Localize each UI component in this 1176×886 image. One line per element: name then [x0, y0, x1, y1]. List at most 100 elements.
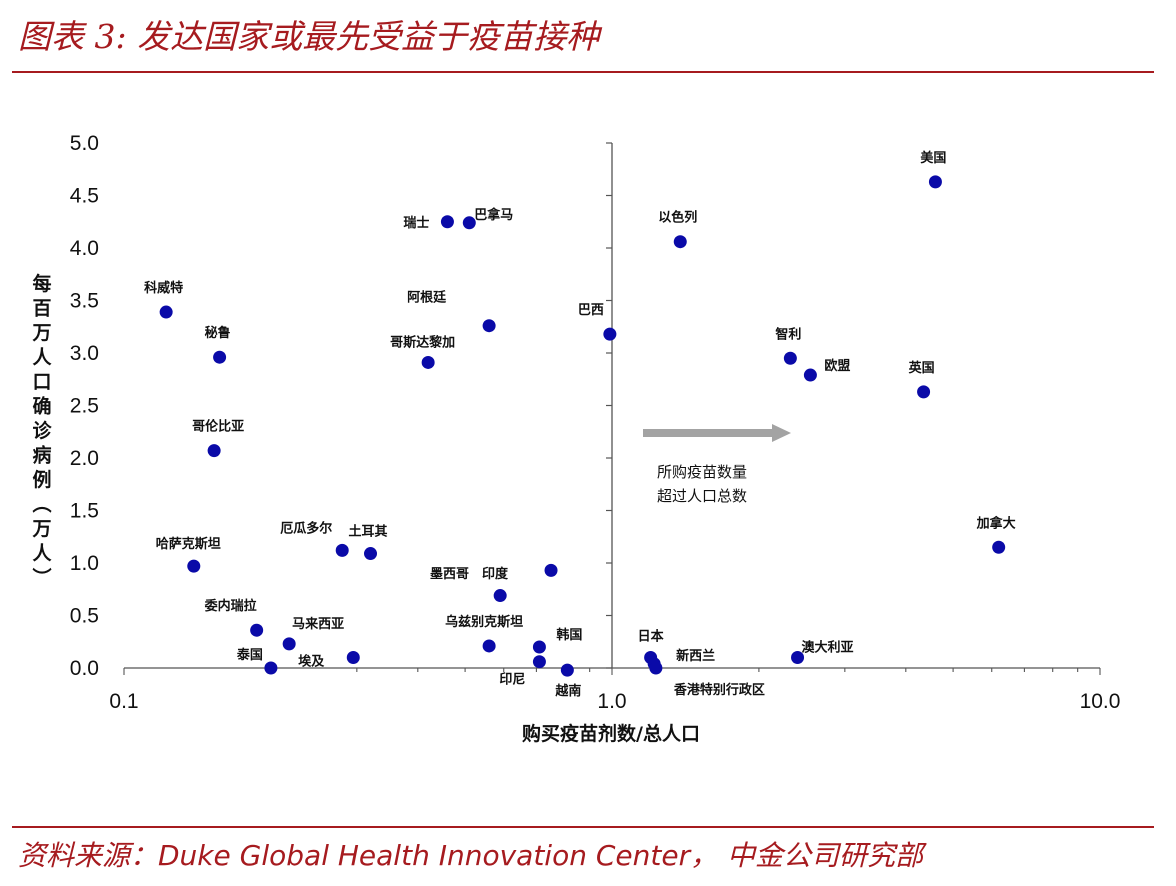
- point-label: 加拿大: [976, 515, 1016, 531]
- scatter-point: [462, 216, 476, 230]
- point-label: 墨西哥: [430, 566, 469, 582]
- point-label: 智利: [775, 326, 801, 342]
- y-axis-label-char: 万: [31, 518, 51, 540]
- scatter-point: [482, 319, 496, 333]
- y-axis-label-char: （: [30, 494, 53, 513]
- scatter-point: [928, 175, 942, 189]
- scatter-point: [346, 651, 360, 664]
- y-tick-label: 2.5: [70, 395, 99, 418]
- scatter-point: [207, 444, 221, 458]
- y-axis-label-char: 口: [32, 371, 51, 393]
- source-note: 资料来源：Duke Global Health Innovation Cente…: [18, 839, 923, 872]
- y-axis-label-char: 诊: [32, 419, 52, 442]
- y-axis-label-char: 人: [32, 543, 52, 565]
- point-label: 委内瑞拉: [204, 598, 257, 614]
- scatter-point: [264, 661, 278, 675]
- y-tick-label: 3.0: [70, 342, 99, 365]
- scatter-point: [335, 543, 349, 557]
- scatter-point: [282, 637, 296, 651]
- point-label: 厄瓜多尔: [280, 520, 332, 536]
- scatter-point: [421, 355, 435, 369]
- point-label: 土耳其: [349, 524, 388, 540]
- annotation-line-1: 所购疫苗数量: [657, 463, 747, 481]
- page-title: 图表 3: 发达国家或最先受益于疫苗接种: [18, 17, 600, 56]
- title-rule: [12, 71, 1154, 73]
- scatter-point: [440, 215, 454, 229]
- scatter-point: [560, 663, 574, 677]
- point-label: 哥伦比亚: [192, 419, 244, 435]
- scatter-point: [791, 651, 805, 664]
- point-label: 印尼: [499, 673, 525, 688]
- y-tick-label: 0.5: [70, 605, 99, 628]
- point-label: 哥斯达黎加: [390, 334, 455, 350]
- point-label: 科威特: [144, 280, 183, 296]
- scatter-point: [649, 661, 663, 675]
- x-axis-label: 购买疫苗剂数/总人口: [522, 722, 700, 745]
- y-tick-label: 0.0: [70, 657, 99, 680]
- y-axis-label-char: ）: [30, 567, 53, 586]
- x-tick-label: 10.0: [1080, 690, 1121, 713]
- y-axis-label-char: 确: [32, 395, 51, 418]
- point-label: 乌兹别克斯坦: [445, 614, 523, 630]
- point-label: 韩国: [556, 627, 582, 643]
- annotation-line-2: 超过人口总数: [657, 487, 747, 505]
- point-label: 欧盟: [824, 358, 850, 374]
- source-rule: [12, 826, 1154, 828]
- point-label: 美国: [920, 150, 946, 166]
- y-tick-label: 1.0: [70, 552, 99, 575]
- data-points: [159, 175, 1006, 677]
- scatter-point: [544, 563, 558, 577]
- point-label: 巴拿马: [474, 207, 513, 223]
- arrow-head: [772, 424, 791, 442]
- point-label: 香港特别行政区: [673, 682, 765, 698]
- point-label: 瑞士: [403, 215, 429, 231]
- point-label: 巴西: [578, 303, 604, 318]
- point-label: 秘鲁: [205, 325, 231, 341]
- y-tick-label: 4.5: [70, 185, 99, 208]
- y-tick-label: 2.0: [70, 447, 99, 470]
- point-label: 新西兰: [676, 648, 715, 664]
- scatter-point: [673, 235, 687, 249]
- scatter-point: [493, 589, 507, 603]
- scatter-point: [603, 327, 617, 341]
- point-label: 马来西亚: [292, 616, 344, 632]
- point-label: 英国: [908, 360, 935, 376]
- y-axis-label-char: 百: [32, 298, 51, 320]
- point-label: 越南: [554, 683, 581, 699]
- point-label: 以色列: [658, 210, 697, 226]
- scatter-point: [159, 305, 173, 319]
- y-tick-label: 5.0: [70, 132, 99, 155]
- y-axis-label-char: 每: [32, 272, 51, 295]
- y-tick-label: 4.0: [70, 237, 99, 260]
- point-label: 澳大利亚: [802, 640, 854, 656]
- tick-labels: 0.0 0.5 1.0 1.5 2.0 2.5 3.0 3.5 4.0 4.5 5.0 0.1 1.0 1…: [70, 132, 1121, 713]
- scatter-point: [992, 540, 1006, 554]
- scatter-point: [803, 368, 817, 382]
- scatter-point: [213, 350, 227, 364]
- scatter-point: [783, 351, 797, 365]
- scatter-point: [532, 655, 546, 669]
- scatter-point: [187, 559, 201, 573]
- y-tick-label: 1.5: [70, 500, 99, 523]
- point-label: 哈萨克斯坦: [156, 536, 221, 552]
- chart-axes: [123, 142, 1101, 675]
- scatter-point: [364, 547, 378, 561]
- point-label: 埃及: [298, 654, 325, 670]
- scatter-point: [250, 623, 264, 637]
- point-label: 阿根廷: [407, 290, 447, 306]
- y-tick-label: 3.5: [70, 290, 99, 313]
- x-tick-label: 1.0: [597, 690, 626, 713]
- scatter-point: [532, 640, 546, 654]
- y-axis-label-char: 人: [32, 347, 52, 369]
- y-axis-label-char: 病: [32, 444, 51, 467]
- x-tick-label: 0.1: [109, 690, 138, 713]
- scatter-point: [482, 639, 496, 653]
- point-label: 日本: [638, 629, 664, 645]
- scatter-point: [917, 385, 931, 399]
- y-axis-label-char: 例: [32, 468, 51, 491]
- point-label: 印度: [482, 566, 509, 582]
